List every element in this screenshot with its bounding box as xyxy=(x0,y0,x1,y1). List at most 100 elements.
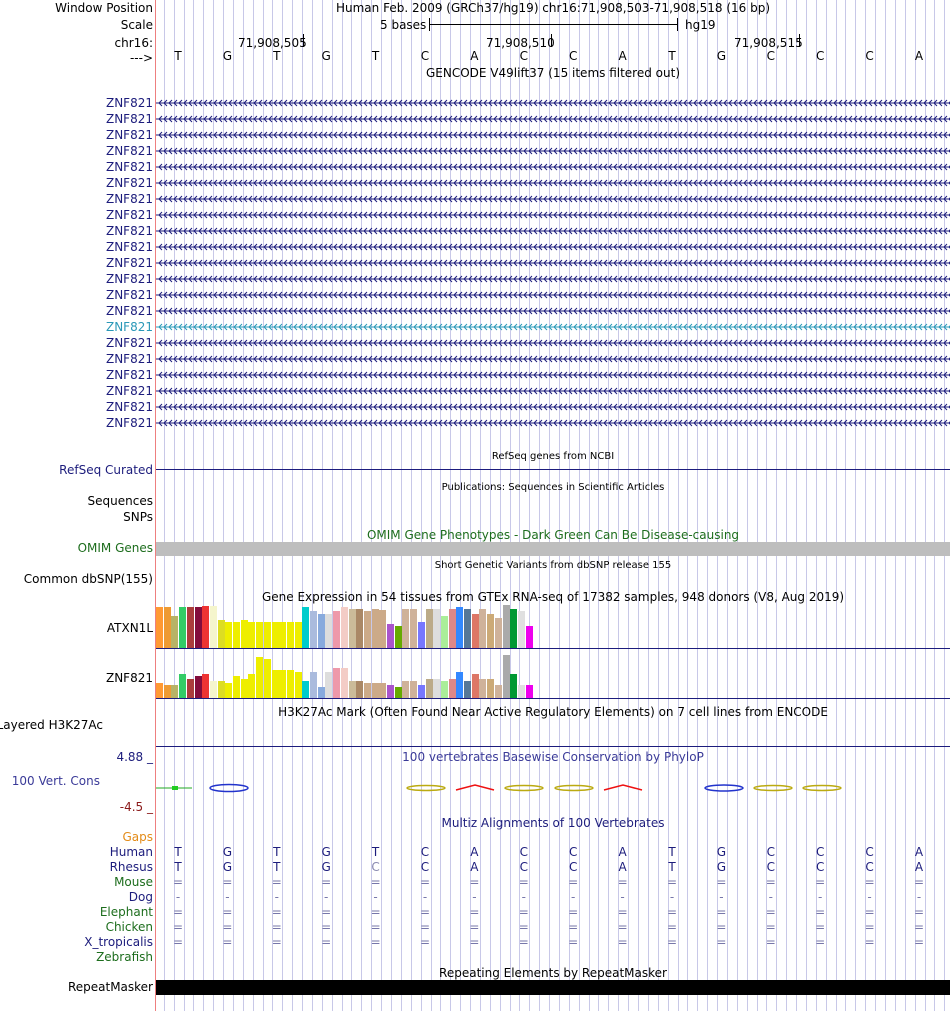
gencode-gene-label[interactable]: ZNF821 xyxy=(105,96,153,110)
gtex-tissue-bar-znf821[interactable] xyxy=(233,676,240,698)
gtex-tissue-bar-znf821[interactable] xyxy=(286,670,294,698)
species-label[interactable]: Zebrafish xyxy=(96,950,153,964)
species-label[interactable]: Mouse xyxy=(114,875,153,889)
gtex-tissue-bar-atxn1l[interactable] xyxy=(356,609,364,648)
gtex-tissue-bar-znf821[interactable] xyxy=(456,672,464,698)
gtex-tissue-bar-atxn1l[interactable] xyxy=(225,622,233,648)
gtex-tissue-bar-atxn1l[interactable] xyxy=(402,609,410,648)
gtex-tissue-bar-atxn1l[interactable] xyxy=(186,607,194,648)
gtex-tissue-bar-znf821[interactable] xyxy=(279,670,287,698)
phylop-track-title[interactable]: 100 vertebrates Basewise Conservation by… xyxy=(402,750,704,764)
gencode-gene-label[interactable]: ZNF821 xyxy=(105,224,153,238)
gtex-tissue-bar-znf821[interactable] xyxy=(525,685,533,698)
gencode-gene-label[interactable]: ZNF821 xyxy=(105,368,153,382)
gtex-tissue-bar-atxn1l[interactable] xyxy=(286,622,294,648)
gencode-gene-model[interactable] xyxy=(156,226,950,236)
gencode-gene-model[interactable] xyxy=(156,306,950,316)
gencode-gene-model[interactable] xyxy=(156,418,950,428)
gencode-gene-label[interactable]: ZNF821 xyxy=(105,256,153,270)
gtex-tissue-bar-atxn1l[interactable] xyxy=(510,609,518,648)
gtex-tissue-bar-atxn1l[interactable] xyxy=(333,611,341,648)
gtex-tissue-bar-atxn1l[interactable] xyxy=(517,611,525,648)
gtex-tissue-bar-znf821[interactable] xyxy=(494,685,502,698)
gtex-tissue-bar-atxn1l[interactable] xyxy=(279,622,287,648)
gtex-tissue-bar-atxn1l[interactable] xyxy=(394,626,402,648)
refseq-gene-line[interactable] xyxy=(156,469,950,470)
gtex-tissue-bar-znf821[interactable] xyxy=(464,681,471,698)
gencode-gene-model[interactable] xyxy=(156,194,950,204)
gencode-gene-model[interactable] xyxy=(156,338,950,348)
gtex-gene-label-atxn1l[interactable]: ATXN1L xyxy=(106,621,153,635)
gtex-tissue-bar-atxn1l[interactable] xyxy=(163,607,171,648)
gencode-gene-model[interactable] xyxy=(156,290,950,300)
gencode-gene-label[interactable]: ZNF821 xyxy=(105,304,153,318)
gtex-tissue-bar-atxn1l[interactable] xyxy=(417,622,425,648)
gtex-tissue-bar-atxn1l[interactable] xyxy=(371,609,379,648)
gencode-gene-label[interactable]: ZNF821 xyxy=(105,240,153,254)
gtex-tissue-bar-znf821[interactable] xyxy=(217,681,225,698)
gtex-tissue-bar-znf821[interactable] xyxy=(448,679,456,698)
gencode-gene-label[interactable]: ZNF821 xyxy=(105,416,153,430)
gtex-tissue-bar-atxn1l[interactable] xyxy=(156,607,163,648)
species-label[interactable]: Elephant xyxy=(99,905,153,919)
gtex-tissue-bar-atxn1l[interactable] xyxy=(248,622,256,648)
species-label[interactable]: Dog xyxy=(128,890,153,904)
gtex-tissue-bar-atxn1l[interactable] xyxy=(202,606,210,648)
gencode-gene-model[interactable] xyxy=(156,242,950,252)
gtex-tissue-bar-atxn1l[interactable] xyxy=(456,607,464,648)
gtex-tissue-bar-znf821[interactable] xyxy=(348,681,356,698)
dbsnp-track-label[interactable]: Common dbSNP(155) xyxy=(23,572,153,586)
gtex-tissue-bar-znf821[interactable] xyxy=(471,674,479,698)
gtex-tissue-bar-znf821[interactable] xyxy=(302,681,310,698)
gencode-gene-model[interactable] xyxy=(156,370,950,380)
gtex-tissue-bar-znf821[interactable] xyxy=(186,679,194,698)
gtex-tissue-bar-atxn1l[interactable] xyxy=(294,622,302,648)
gencode-gene-model[interactable] xyxy=(156,258,950,268)
gtex-tissue-bar-atxn1l[interactable] xyxy=(348,609,356,648)
gencode-gene-model[interactable] xyxy=(156,130,950,140)
gencode-gene-label[interactable]: ZNF821 xyxy=(105,336,153,350)
gencode-gene-model[interactable] xyxy=(156,210,950,220)
gtex-tissue-bar-znf821[interactable] xyxy=(171,685,179,698)
gencode-gene-model[interactable] xyxy=(156,162,950,172)
gtex-tissue-bar-znf821[interactable] xyxy=(271,670,279,698)
gtex-tissue-bar-atxn1l[interactable] xyxy=(194,607,202,648)
species-label[interactable]: X_tropicalis xyxy=(84,935,153,949)
gtex-tissue-bar-atxn1l[interactable] xyxy=(179,607,187,648)
gtex-tissue-bar-atxn1l[interactable] xyxy=(340,607,348,648)
gencode-gene-label[interactable]: ZNF821 xyxy=(105,352,153,366)
omim-gene-bar[interactable] xyxy=(156,542,950,556)
gtex-tissue-bar-znf821[interactable] xyxy=(387,685,394,698)
refseq-track-title[interactable]: RefSeq genes from NCBI xyxy=(491,451,615,462)
gtex-tissue-bar-atxn1l[interactable] xyxy=(464,609,471,648)
gtex-tissue-bar-atxn1l[interactable] xyxy=(487,614,495,648)
gtex-tissue-bar-znf821[interactable] xyxy=(440,681,448,698)
gtex-tissue-bar-atxn1l[interactable] xyxy=(263,622,271,648)
gtex-tissue-bar-znf821[interactable] xyxy=(379,683,387,698)
gtex-tissue-bar-atxn1l[interactable] xyxy=(525,626,533,648)
gtex-tissue-bar-atxn1l[interactable] xyxy=(502,605,510,648)
track-image[interactable]: Human Feb. 2009 (GRCh37/hg19) chr16:71,9… xyxy=(156,0,950,1011)
gencode-gene-label[interactable]: ZNF821 xyxy=(105,176,153,190)
gtex-tissue-bar-atxn1l[interactable] xyxy=(271,622,279,648)
h3k27ac-track-label[interactable]: Layered H3K27Ac xyxy=(0,718,103,732)
gtex-tissue-bar-atxn1l[interactable] xyxy=(256,622,264,648)
gencode-gene-model[interactable] xyxy=(156,274,950,284)
gtex-tissue-bar-znf821[interactable] xyxy=(240,679,248,698)
omim-track-title[interactable]: OMIM Gene Phenotypes - Dark Green Can Be… xyxy=(366,528,740,542)
gtex-tissue-bar-atxn1l[interactable] xyxy=(433,609,441,648)
gencode-gene-model[interactable] xyxy=(156,114,950,124)
gtex-tissue-bar-znf821[interactable] xyxy=(325,672,333,698)
gencode-gene-label[interactable]: ZNF821 xyxy=(105,208,153,222)
gtex-tissue-bar-atxn1l[interactable] xyxy=(387,624,394,648)
gtex-tissue-bar-znf821[interactable] xyxy=(163,685,171,698)
gencode-gene-model[interactable] xyxy=(156,146,950,156)
gencode-gene-label[interactable]: ZNF821 xyxy=(105,384,153,398)
dbsnp-track-title[interactable]: Short Genetic Variants from dbSNP releas… xyxy=(434,560,672,571)
gtex-tissue-bar-znf821[interactable] xyxy=(479,679,487,698)
gencode-gene-model[interactable] xyxy=(156,386,950,396)
gencode-gene-label[interactable]: ZNF821 xyxy=(105,320,153,334)
gtex-tissue-bar-znf821[interactable] xyxy=(356,681,364,698)
gencode-gene-label[interactable]: ZNF821 xyxy=(105,272,153,286)
gtex-tissue-bar-znf821[interactable] xyxy=(510,674,518,698)
